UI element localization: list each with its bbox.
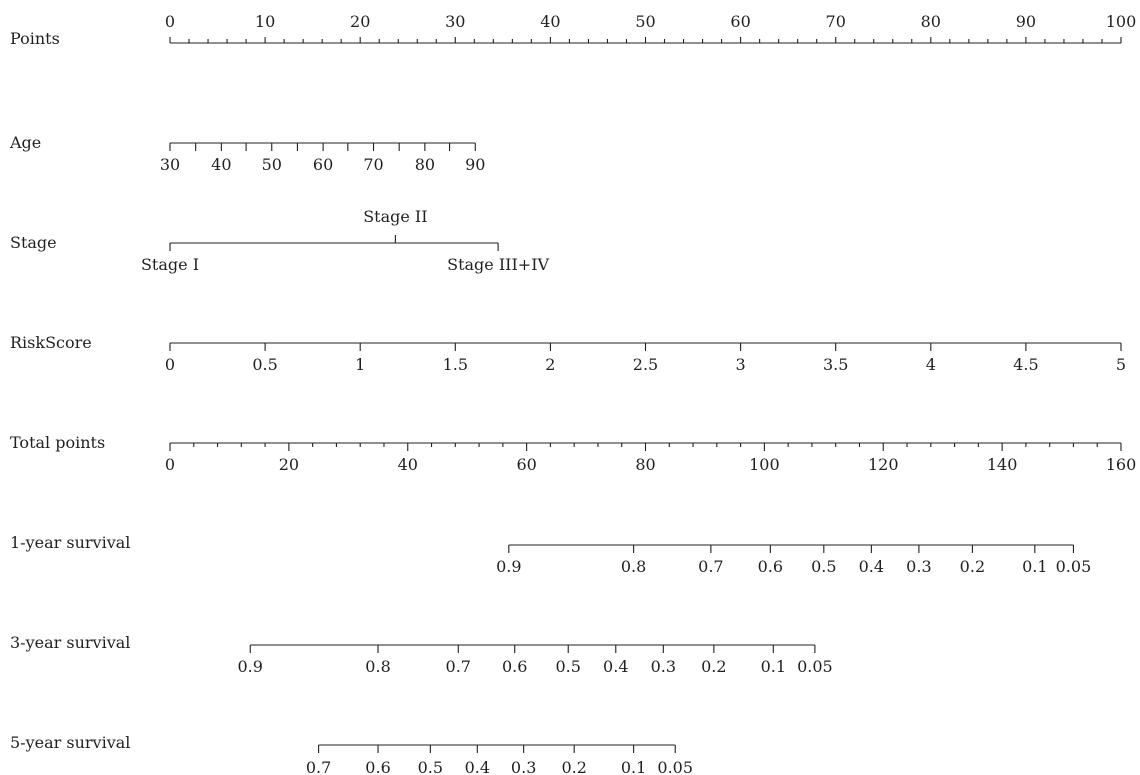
tick-label-surv5: 0.6 [365, 758, 390, 775]
tick-label-surv1: 0.5 [811, 557, 836, 576]
tick-label-riskscore: 4.5 [1013, 355, 1038, 374]
tick-label-surv5: 0.1 [621, 758, 646, 775]
tick-label-stage: Stage III+IV [447, 255, 549, 274]
tick-label-total: 40 [398, 455, 418, 474]
row-label-points: Points [10, 29, 60, 48]
tick-label-age: 90 [465, 155, 485, 174]
tick-label-riskscore: 0.5 [252, 355, 277, 374]
tick-label-age: 80 [415, 155, 435, 174]
tick-label-riskscore: 2 [545, 355, 555, 374]
tick-label-riskscore: 3.5 [823, 355, 848, 374]
row-label-total: Total points [10, 433, 105, 452]
row-label-surv3: 3-year survival [10, 633, 130, 652]
tick-label-points: 50 [635, 12, 655, 31]
tick-label-surv1: 0.1 [1022, 557, 1047, 576]
tick-label-surv3: 0.6 [502, 657, 527, 676]
tick-label-points: 100 [1106, 12, 1137, 31]
tick-label-age: 30 [160, 155, 180, 174]
tick-label-stage: Stage II [363, 207, 427, 226]
tick-label-surv5: 0.5 [418, 758, 443, 775]
tick-label-surv1: 0.05 [1056, 557, 1092, 576]
tick-label-surv5: 0.4 [465, 758, 490, 775]
tick-label-points: 10 [255, 12, 275, 31]
tick-label-points: 70 [826, 12, 846, 31]
tick-label-surv3: 0.05 [797, 657, 833, 676]
tick-label-total: 120 [868, 455, 899, 474]
tick-label-surv1: 0.6 [758, 557, 783, 576]
tick-label-surv3: 0.2 [701, 657, 726, 676]
tick-label-total: 160 [1106, 455, 1137, 474]
tick-label-total: 140 [987, 455, 1018, 474]
tick-label-surv3: 0.3 [651, 657, 676, 676]
tick-label-riskscore: 0 [165, 355, 175, 374]
tick-label-surv3: 0.9 [238, 657, 263, 676]
tick-label-points: 0 [165, 12, 175, 31]
tick-label-surv1: 0.7 [698, 557, 723, 576]
tick-label-surv5: 0.7 [306, 758, 331, 775]
row-label-riskscore: RiskScore [10, 333, 92, 352]
row-label-stage: Stage [10, 233, 57, 252]
tick-label-age: 70 [363, 155, 383, 174]
tick-label-points: 90 [1016, 12, 1036, 31]
tick-label-riskscore: 3 [736, 355, 746, 374]
row-label-surv5: 5-year survival [10, 733, 130, 752]
tick-label-age: 40 [211, 155, 231, 174]
tick-label-surv5: 0.2 [561, 758, 586, 775]
tick-label-surv3: 0.8 [365, 657, 390, 676]
tick-label-surv1: 0.2 [960, 557, 985, 576]
tick-label-surv3: 0.1 [761, 657, 786, 676]
tick-label-riskscore: 5 [1116, 355, 1126, 374]
tick-label-surv1: 0.9 [496, 557, 521, 576]
tick-label-age: 50 [262, 155, 282, 174]
row-label-surv1: 1-year survival [10, 533, 130, 552]
tick-label-surv5: 0.3 [511, 758, 536, 775]
tick-label-total: 20 [279, 455, 299, 474]
tick-label-surv1: 0.8 [621, 557, 646, 576]
tick-label-surv3: 0.5 [556, 657, 581, 676]
row-label-age: Age [9, 133, 41, 152]
tick-label-riskscore: 2.5 [633, 355, 658, 374]
tick-label-points: 80 [921, 12, 941, 31]
tick-label-surv3: 0.4 [603, 657, 628, 676]
tick-label-total: 60 [516, 455, 536, 474]
tick-label-total: 80 [635, 455, 655, 474]
tick-label-points: 30 [445, 12, 465, 31]
tick-label-surv1: 0.3 [906, 557, 931, 576]
tick-label-points: 20 [350, 12, 370, 31]
tick-label-riskscore: 1.5 [443, 355, 468, 374]
tick-label-surv3: 0.7 [446, 657, 471, 676]
tick-label-surv1: 0.4 [859, 557, 884, 576]
tick-label-age: 60 [313, 155, 333, 174]
tick-label-riskscore: 4 [926, 355, 936, 374]
tick-label-stage: Stage I [141, 255, 199, 274]
tick-label-points: 40 [540, 12, 560, 31]
tick-label-total: 0 [165, 455, 175, 474]
tick-label-riskscore: 1 [355, 355, 365, 374]
tick-label-total: 100 [749, 455, 780, 474]
tick-label-surv5: 0.05 [657, 758, 693, 775]
tick-label-points: 60 [730, 12, 750, 31]
